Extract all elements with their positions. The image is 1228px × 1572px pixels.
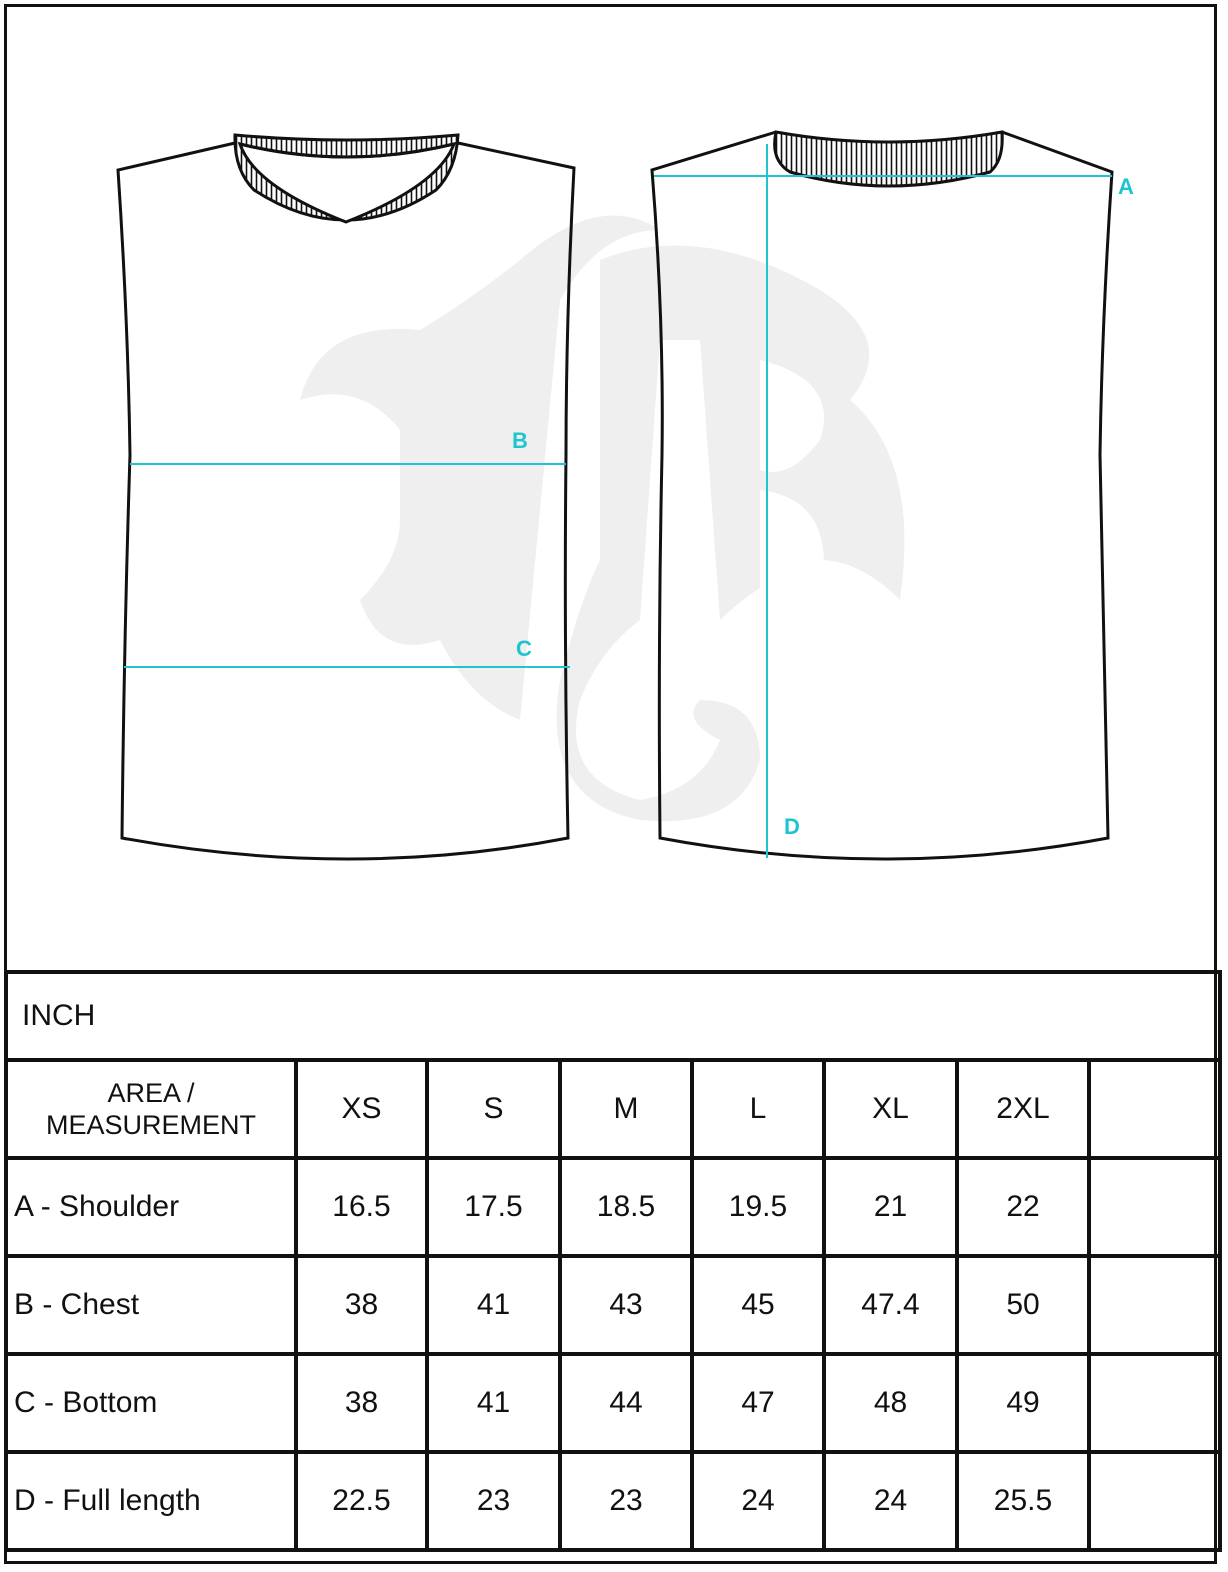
measurement-cell: 17.5	[425, 1156, 562, 1258]
measurement-cell: 41	[425, 1254, 562, 1356]
watermark-logo	[300, 215, 905, 822]
measurement-cell	[1086, 1352, 1223, 1454]
header-l: L	[690, 1058, 826, 1160]
measurement-cell	[1086, 1254, 1223, 1356]
measurement-cell: 50	[955, 1254, 1091, 1356]
measurement-cell: 22.5	[294, 1450, 429, 1552]
row-label: D - Full length	[4, 1450, 298, 1552]
row-label: B - Chest	[4, 1254, 298, 1356]
measurement-cell	[1086, 1156, 1223, 1258]
header-xs: XS	[294, 1058, 429, 1160]
measurement-cell: 44	[558, 1352, 694, 1454]
header-area: AREA / MEASUREMENT	[4, 1058, 298, 1160]
header-empty	[1086, 1058, 1223, 1160]
header-s: S	[425, 1058, 562, 1160]
measurement-cell: 38	[294, 1254, 429, 1356]
measurement-cell: 23	[425, 1450, 562, 1552]
header-2xl: 2XL	[955, 1058, 1091, 1160]
label-a: A	[1118, 174, 1134, 199]
header-xl: XL	[822, 1058, 959, 1160]
measurement-cell: 18.5	[558, 1156, 694, 1258]
measurement-cell: 41	[425, 1352, 562, 1454]
row-label: A - Shoulder	[4, 1156, 298, 1258]
table-row: D - Full length 22.5 23 23 24 24 25.5	[4, 1450, 1223, 1552]
label-c: C	[516, 636, 532, 661]
row-label: C - Bottom	[4, 1352, 298, 1454]
measurement-cell: 48	[822, 1352, 959, 1454]
unit-label: INCH	[3, 970, 1223, 1062]
garment-diagram: A B C D	[116, 130, 1134, 861]
measurement-cell: 45	[690, 1254, 826, 1356]
measurement-cell: 47.4	[822, 1254, 959, 1356]
measurement-cell: 38	[294, 1352, 429, 1454]
measurement-cell: 21	[822, 1156, 959, 1258]
measurement-cell: 24	[690, 1450, 826, 1552]
size-table: INCH AREA / MEASUREMENT XS S M L XL 2XL A…	[3, 970, 1223, 1552]
measure-lines	[124, 144, 1112, 858]
measurement-cell: 16.5	[294, 1156, 429, 1258]
measurement-cell: 47	[690, 1352, 826, 1454]
label-d: D	[784, 814, 800, 839]
measurement-cell: 43	[558, 1254, 694, 1356]
label-b: B	[512, 428, 528, 453]
measurement-cell: 19.5	[690, 1156, 826, 1258]
measurement-cell: 24	[822, 1450, 959, 1552]
front-shirt	[116, 133, 576, 861]
table-row: A - Shoulder 16.5 17.5 18.5 19.5 21 22	[4, 1156, 1223, 1258]
measurement-cell: 22	[955, 1156, 1091, 1258]
measurement-cell	[1086, 1450, 1223, 1552]
measurement-cell: 25.5	[955, 1450, 1091, 1552]
measurement-cell: 49	[955, 1352, 1091, 1454]
table-row: C - Bottom 38 41 44 47 48 49	[4, 1352, 1223, 1454]
measurement-cell: 23	[558, 1450, 694, 1552]
header-row: AREA / MEASUREMENT XS S M L XL 2XL	[4, 1058, 1223, 1160]
table-row: B - Chest 38 41 43 45 47.4 50	[4, 1254, 1223, 1356]
header-m: M	[558, 1058, 694, 1160]
back-shirt	[650, 130, 1114, 861]
